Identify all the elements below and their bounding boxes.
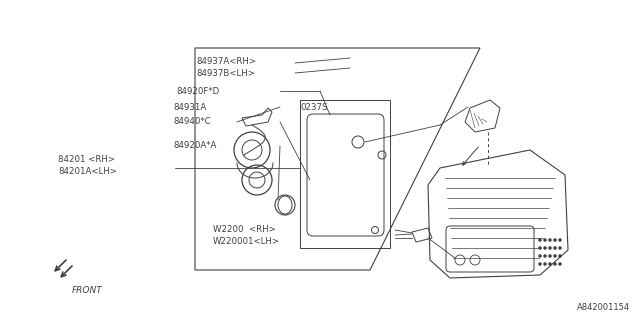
Circle shape [554,254,557,258]
Circle shape [559,246,561,250]
Circle shape [554,262,557,266]
Circle shape [559,238,561,242]
Text: 84201 <RH>: 84201 <RH> [58,156,115,164]
Circle shape [548,238,552,242]
Circle shape [559,254,561,258]
Circle shape [538,246,541,250]
Text: W220001<LH>: W220001<LH> [213,236,280,245]
Circle shape [543,246,547,250]
Circle shape [559,262,561,266]
Text: 84920A*A: 84920A*A [173,141,216,150]
Text: 84920F*D: 84920F*D [176,86,220,95]
Circle shape [538,254,541,258]
Text: 84937A<RH>: 84937A<RH> [196,58,256,67]
Circle shape [554,238,557,242]
Text: A842001154: A842001154 [577,303,630,312]
Circle shape [538,262,541,266]
Circle shape [548,254,552,258]
Circle shape [548,246,552,250]
Text: 84940*C: 84940*C [173,117,211,126]
Circle shape [548,262,552,266]
Circle shape [538,238,541,242]
Text: FRONT: FRONT [72,286,103,295]
Text: 84201A<LH>: 84201A<LH> [58,167,117,177]
Text: W2200  <RH>: W2200 <RH> [213,225,276,234]
Circle shape [543,262,547,266]
Text: 0237S: 0237S [300,102,328,111]
Text: 84931A: 84931A [173,102,206,111]
Circle shape [543,238,547,242]
Text: 84937B<LH>: 84937B<LH> [196,69,255,78]
Circle shape [554,246,557,250]
Circle shape [543,254,547,258]
